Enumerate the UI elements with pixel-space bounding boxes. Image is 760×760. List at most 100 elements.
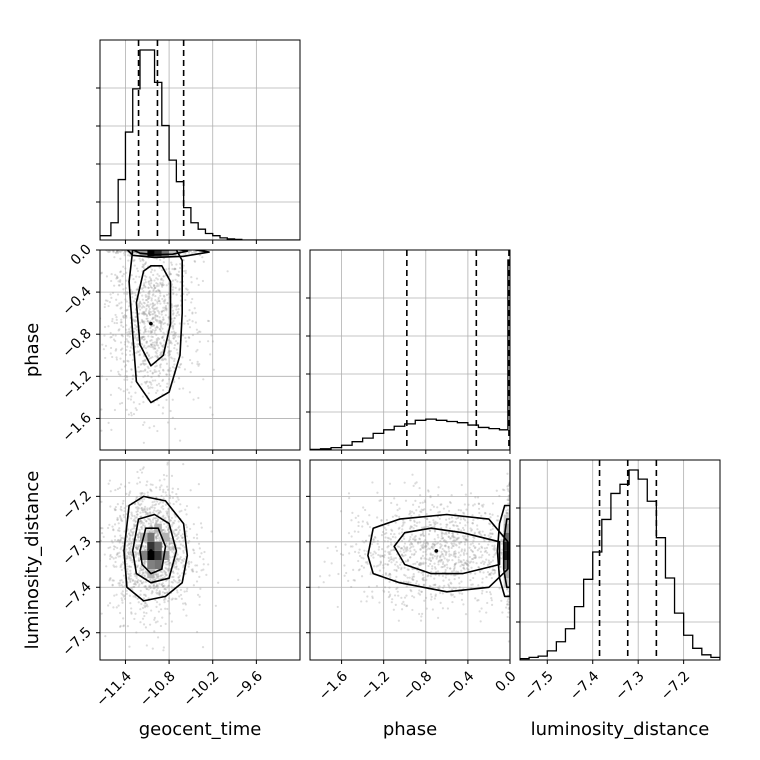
sample-point xyxy=(118,527,121,530)
sample-point xyxy=(394,556,398,560)
sample-point xyxy=(212,368,215,371)
sample-point xyxy=(164,503,167,506)
sample-point xyxy=(147,297,150,300)
sample-point xyxy=(122,537,125,540)
sample-point xyxy=(92,339,94,341)
sample-point xyxy=(103,325,107,329)
sample-point xyxy=(489,528,492,532)
sample-point xyxy=(387,523,390,527)
sample-point xyxy=(399,547,403,550)
sample-point xyxy=(134,555,137,558)
sample-point xyxy=(148,586,151,589)
sample-point xyxy=(152,289,155,293)
sample-point xyxy=(116,552,119,555)
sample-point xyxy=(485,551,489,554)
sample-point xyxy=(162,261,165,264)
sample-point xyxy=(328,574,331,577)
sample-point xyxy=(145,317,148,320)
sample-point xyxy=(434,540,437,543)
sample-point xyxy=(160,583,163,586)
sample-point xyxy=(116,552,119,556)
sample-point xyxy=(431,565,434,568)
sample-point xyxy=(131,374,134,378)
sample-point xyxy=(174,268,177,271)
sample-point xyxy=(317,586,320,589)
sample-point xyxy=(404,553,407,557)
sample-point xyxy=(456,532,459,536)
sample-point xyxy=(140,383,143,386)
sample-point xyxy=(138,531,141,534)
sample-point xyxy=(118,486,121,489)
sample-point xyxy=(441,562,445,566)
sample-point xyxy=(176,572,179,575)
sample-point xyxy=(141,263,145,266)
sample-point xyxy=(115,553,118,556)
sample-point xyxy=(403,521,406,524)
sample-point xyxy=(427,490,430,493)
sample-point xyxy=(450,494,453,497)
sample-point xyxy=(445,525,448,529)
sample-point xyxy=(149,277,152,280)
sample-point xyxy=(150,282,153,285)
sample-point xyxy=(154,519,158,522)
sample-point xyxy=(436,570,440,573)
sample-point xyxy=(176,304,180,307)
sample-point xyxy=(192,549,195,552)
sample-point xyxy=(183,322,186,325)
sample-point xyxy=(156,583,159,586)
sample-point xyxy=(448,578,451,581)
sample-point xyxy=(361,540,364,543)
sample-point xyxy=(157,288,160,292)
sample-point xyxy=(412,573,415,576)
sample-point xyxy=(432,505,436,508)
sample-point xyxy=(141,571,144,574)
sample-point xyxy=(388,559,391,563)
sample-point xyxy=(152,530,155,533)
sample-point xyxy=(159,521,162,524)
sample-point xyxy=(456,516,460,520)
sample-point xyxy=(398,526,401,529)
sample-point xyxy=(117,386,120,390)
sample-point xyxy=(143,330,147,333)
sample-point xyxy=(465,552,468,555)
sample-point xyxy=(418,593,422,596)
y-tick-label: 0.0 xyxy=(68,242,95,269)
sample-point xyxy=(429,559,432,562)
sample-point xyxy=(178,525,181,528)
sample-point xyxy=(140,507,143,510)
y-tick-label: −7.4 xyxy=(59,579,94,614)
sample-point xyxy=(394,603,397,607)
sample-point xyxy=(117,522,120,525)
sample-point xyxy=(156,354,159,358)
sample-point xyxy=(422,545,425,548)
sample-point xyxy=(377,553,380,557)
sample-point xyxy=(175,589,179,592)
sample-point xyxy=(162,275,165,278)
sample-point xyxy=(139,492,142,495)
sample-point xyxy=(427,489,430,492)
sample-point xyxy=(146,605,149,608)
sample-point xyxy=(148,518,151,521)
sample-point xyxy=(156,592,159,595)
sample-point xyxy=(199,330,202,334)
sample-point xyxy=(383,526,386,529)
sample-point xyxy=(144,295,148,298)
sample-point xyxy=(96,324,98,326)
sample-point xyxy=(411,594,414,598)
sample-point xyxy=(400,608,404,611)
sample-point xyxy=(347,532,351,535)
sample-point xyxy=(152,347,155,350)
sample-point xyxy=(462,567,465,570)
sample-point xyxy=(175,348,178,351)
sample-point xyxy=(131,296,134,299)
sample-point xyxy=(142,259,145,262)
sample-point xyxy=(144,359,147,362)
sample-point xyxy=(434,594,437,598)
sample-point xyxy=(379,560,382,563)
sample-point xyxy=(421,612,424,616)
sample-point xyxy=(156,389,159,392)
sample-point xyxy=(158,266,161,269)
sample-point xyxy=(489,532,493,535)
sample-point xyxy=(115,593,118,596)
sample-point xyxy=(113,408,117,412)
